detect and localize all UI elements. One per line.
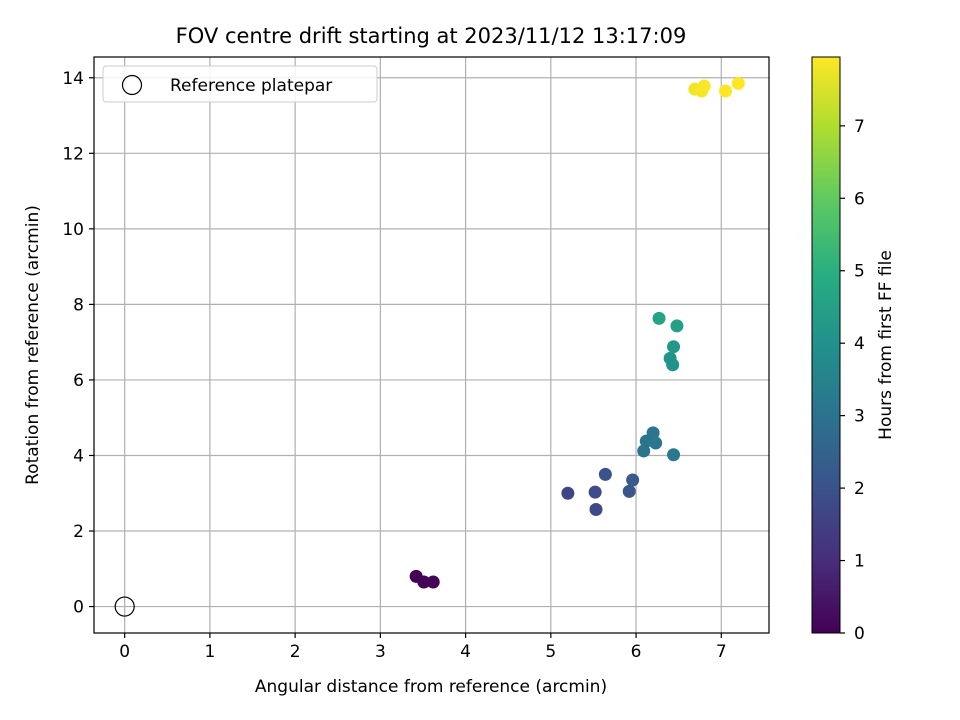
legend-reference-marker [121, 74, 143, 96]
colorbar-ticks: 0 1 2 3 4 5 6 7 [840, 117, 865, 644]
colorbar-tick-label: 3 [854, 407, 865, 427]
data-point [561, 486, 575, 500]
colorbar-tick-label: 5 [854, 262, 865, 282]
data-point [667, 448, 681, 462]
x-tick-label: 7 [716, 642, 727, 662]
colorbar: 0 1 2 3 4 5 6 7 Hours from first FF file [811, 56, 896, 644]
y-tick-label: 2 [73, 522, 84, 542]
x-tick-label: 3 [375, 642, 386, 662]
y-tick-label: 8 [73, 295, 84, 315]
plot-frame [93, 56, 770, 634]
legend: Reference platepar [102, 65, 378, 103]
data-point [667, 340, 681, 354]
y-tick-label: 6 [73, 371, 84, 391]
grid [94, 57, 769, 633]
data-point [731, 76, 745, 90]
data-point [666, 358, 680, 372]
x-tick-label: 5 [545, 642, 556, 662]
data-point [598, 467, 612, 481]
data-point [417, 575, 431, 589]
data-point [646, 426, 660, 440]
data-point [649, 436, 663, 450]
reference-point [114, 596, 135, 617]
y-tick-label: 10 [62, 220, 84, 240]
y-tick-label: 14 [62, 69, 84, 89]
y-tick-label: 4 [73, 446, 84, 466]
y-axis-label: Rotation from reference (arcmin) [23, 205, 43, 485]
colorbar-tick-label: 2 [854, 479, 865, 499]
data-point [652, 311, 666, 325]
data-point [719, 84, 733, 98]
chart-title: FOV centre drift starting at 2023/11/12 … [176, 24, 687, 48]
colorbar-tick-label: 4 [854, 334, 865, 354]
x-tick-label: 1 [204, 642, 215, 662]
x-tick-label: 0 [119, 642, 130, 662]
y-tick-label: 0 [73, 598, 84, 618]
x-tick-label: 4 [460, 642, 471, 662]
colorbar-tick-label: 6 [854, 189, 865, 209]
y-tick-label: 12 [62, 144, 84, 164]
data-point [426, 575, 440, 589]
colorbar-gradient [811, 56, 841, 634]
data-points [114, 76, 745, 617]
data-point [588, 485, 602, 499]
x-tick-label: 6 [631, 642, 642, 662]
data-point [622, 484, 636, 498]
colorbar-tick-label: 0 [854, 624, 865, 644]
data-point [589, 502, 603, 516]
data-point [697, 79, 711, 93]
colorbar-tick-label: 1 [854, 552, 865, 572]
data-point [637, 444, 651, 458]
x-ticks: 0 1 2 3 4 5 6 7 [119, 633, 727, 662]
legend-entry-label: Reference platepar [170, 76, 332, 96]
x-axis-label: Angular distance from reference (arcmin) [255, 677, 607, 697]
colorbar-tick-label: 7 [854, 117, 865, 137]
legend-box [102, 65, 378, 103]
y-ticks: 0 2 4 6 8 10 12 14 [62, 69, 94, 618]
x-tick-label: 2 [290, 642, 301, 662]
data-point [626, 473, 640, 487]
colorbar-label: Hours from first FF file [876, 250, 896, 440]
data-point [670, 319, 684, 333]
